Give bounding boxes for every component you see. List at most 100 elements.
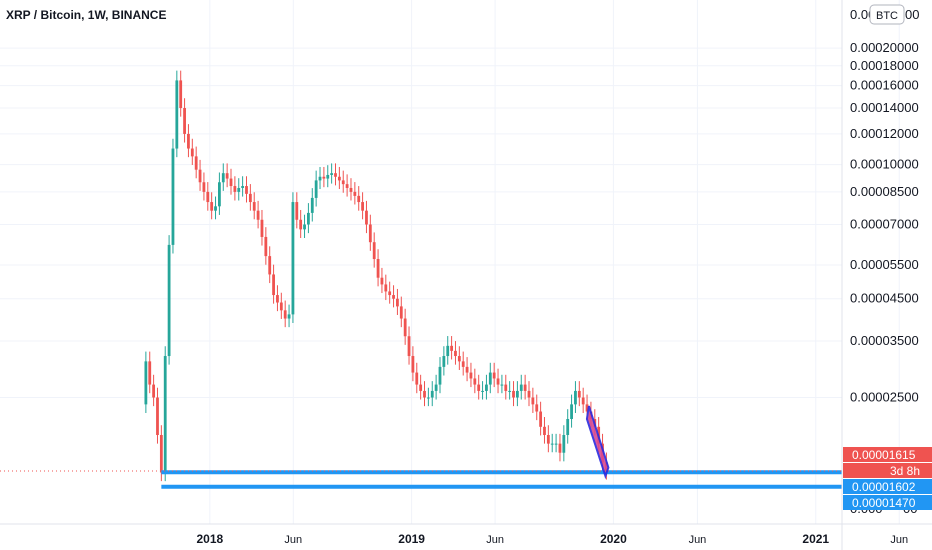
countdown-tag: 3d 8h — [843, 463, 932, 478]
candle-body — [508, 390, 512, 392]
time-tick-label: Jun — [890, 534, 908, 546]
candle-body — [349, 187, 353, 192]
candle-body — [396, 298, 399, 307]
candle-body — [175, 80, 179, 149]
candle-body — [554, 443, 558, 445]
candle-body — [535, 404, 539, 412]
last-price-value: 0.00001615 — [852, 448, 916, 462]
time-tick-label: Jun — [284, 534, 302, 546]
candle-body — [446, 345, 450, 357]
candle-body — [252, 202, 256, 211]
candle-body — [492, 372, 496, 379]
candle-body — [415, 372, 419, 385]
price-tick-label: 0.00003500 — [850, 333, 919, 348]
candle-body — [241, 186, 245, 188]
candle-body — [314, 180, 318, 198]
candle-body — [330, 173, 334, 175]
candle-body — [218, 182, 221, 207]
candle-body — [322, 176, 326, 179]
candle-body — [307, 212, 310, 225]
price-tick-label: 0.00020000 — [850, 40, 919, 55]
candle-body — [264, 236, 268, 257]
candle-body — [326, 174, 330, 179]
candle-body — [365, 210, 368, 225]
price-axis[interactable]: 0.00020000 0.00018000 0.00016000 0.00014000… — [850, 40, 919, 404]
candle-body — [283, 310, 287, 319]
upper-line-value: 0.00001602 — [852, 480, 916, 494]
candle-body — [337, 176, 341, 181]
candle-body — [426, 397, 430, 399]
candle-body — [225, 173, 229, 179]
candle-body — [500, 384, 504, 386]
time-tick-label: 2019 — [398, 532, 425, 546]
candle-body — [527, 390, 531, 398]
candle-body — [190, 148, 194, 157]
candle-body — [202, 182, 206, 192]
candle-body — [423, 390, 426, 398]
candle-body — [159, 435, 163, 473]
candle-body — [442, 356, 446, 367]
time-tick-label: 2021 — [802, 532, 829, 546]
candle-body — [214, 206, 217, 211]
candle-body — [384, 284, 388, 292]
candle-body — [268, 256, 272, 275]
candle-body — [434, 384, 438, 391]
time-tick-label: Jun — [689, 534, 707, 546]
candle-body — [260, 219, 264, 237]
candle-body — [519, 384, 523, 391]
candle-body — [523, 384, 527, 391]
candle-body — [392, 295, 395, 299]
candle-body — [477, 384, 481, 391]
time-axis[interactable]: 2018 Jun 2019 Jun 2020 Jun 2021 Jun — [196, 532, 908, 546]
candle-body — [276, 295, 279, 303]
upper-line-tag: 0.00001602 — [843, 479, 932, 494]
time-tick-label: Jun — [486, 534, 504, 546]
candle-body — [229, 178, 233, 187]
candle-body — [473, 378, 477, 385]
last-price-tag: 0.00001615 — [843, 447, 932, 462]
candle-body — [291, 202, 295, 315]
candle-body — [496, 378, 500, 385]
candle-body — [361, 202, 364, 211]
time-tick-label: 2020 — [600, 532, 627, 546]
candle-body — [485, 384, 488, 391]
candle-body — [585, 404, 589, 412]
candle-body — [488, 372, 492, 385]
chart-title: XRP / Bitcoin, 1W, BINANCE — [6, 8, 166, 22]
candle-body — [341, 180, 345, 185]
candle-body — [388, 291, 392, 296]
candle-body — [457, 356, 461, 362]
candles — [144, 70, 608, 482]
candle-body — [546, 435, 550, 444]
candle-body — [577, 390, 581, 398]
grid — [0, 0, 900, 524]
price-tick-label: 0.00005500 — [850, 257, 919, 272]
candle-body — [368, 224, 372, 243]
candle-body — [353, 191, 357, 196]
candle-body — [570, 404, 573, 419]
candle-body — [156, 397, 159, 436]
candle-body — [303, 224, 306, 230]
candle-body — [581, 397, 585, 405]
currency-badge-label: BTC — [876, 10, 898, 22]
candle-body — [399, 306, 403, 319]
candle-body — [221, 173, 225, 183]
candle-body — [345, 184, 349, 188]
candle-body — [295, 202, 299, 220]
candle-body — [380, 277, 384, 285]
candle-body — [237, 187, 241, 192]
falling-wedge-pattern[interactable] — [585, 405, 610, 480]
candle-body — [550, 443, 554, 445]
candle-body — [512, 390, 515, 398]
candle-body — [438, 366, 442, 385]
currency-badge[interactable]: BTC — [869, 4, 905, 25]
candle-body — [210, 202, 214, 211]
candle-body — [144, 361, 148, 405]
candle-body — [430, 390, 434, 398]
candle-body — [206, 191, 210, 203]
candle-body — [481, 390, 484, 392]
candle-body — [504, 384, 508, 391]
candle-body — [194, 156, 198, 170]
candle-body — [465, 366, 469, 373]
